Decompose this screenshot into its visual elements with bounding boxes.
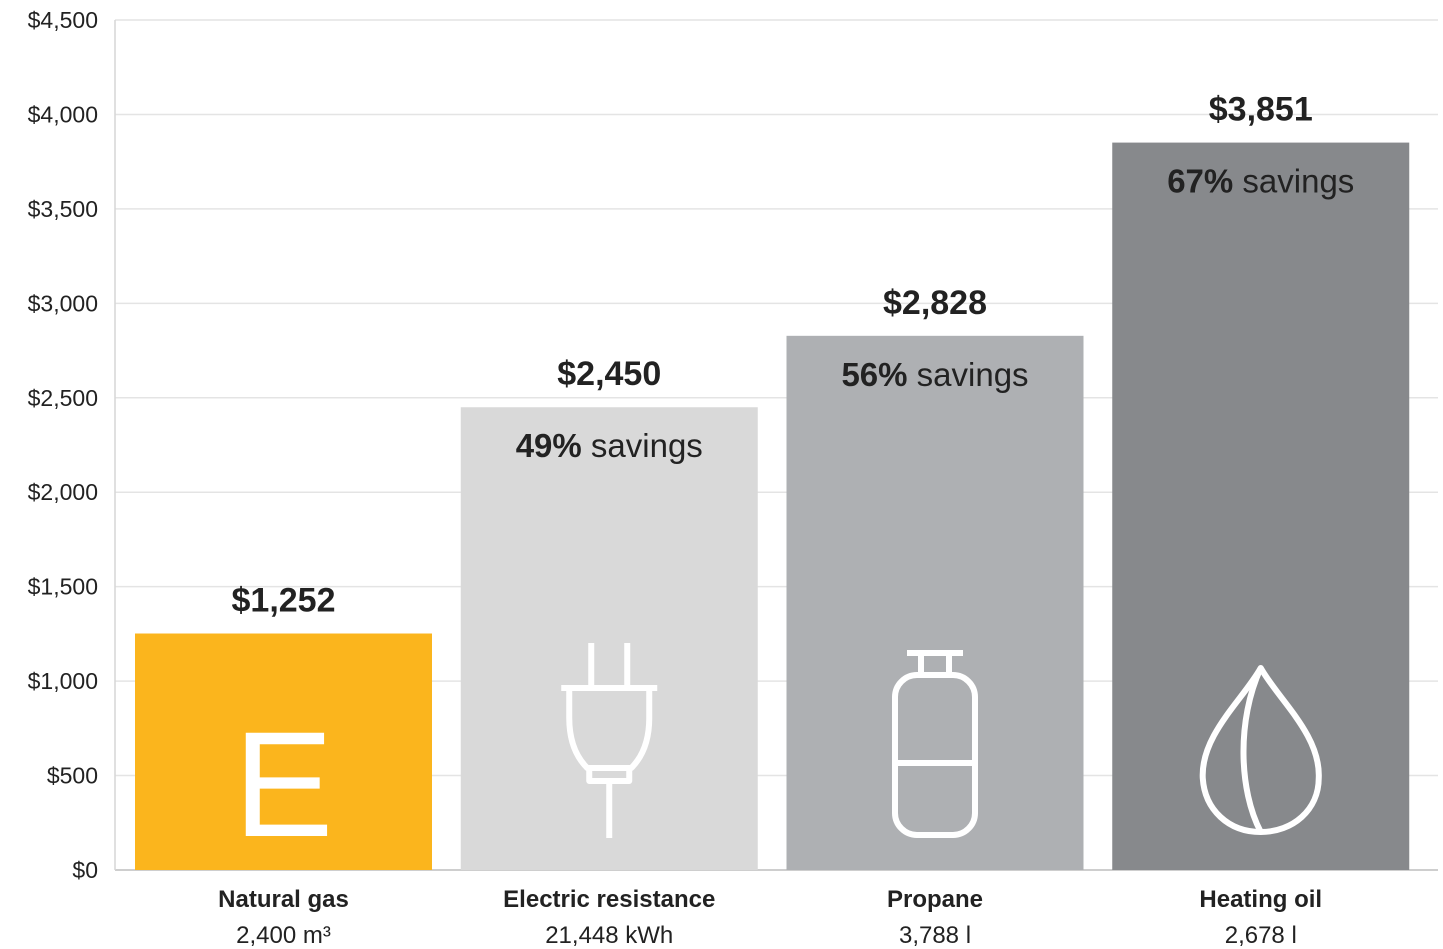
bars: E <box>135 142 1410 871</box>
x-category-label: Propane <box>887 886 983 913</box>
electric-plug-icon <box>561 643 658 838</box>
value-label: $3,851 <box>1209 91 1313 129</box>
y-tick-label: $1,000 <box>28 668 98 694</box>
value-label: $2,450 <box>557 355 661 393</box>
y-tick-label: $4,500 <box>28 7 98 33</box>
x-axis: Natural gas 2,400 m³ Electric resistance 21… <box>218 886 1322 949</box>
oil-drop-icon <box>1199 665 1322 835</box>
savings-word: savings <box>908 356 1029 393</box>
y-tick-label: $3,500 <box>28 196 98 222</box>
value-label: $1,252 <box>232 582 336 620</box>
savings-percent: 56% <box>841 356 907 393</box>
y-tick-label: $2,000 <box>28 479 98 505</box>
bar <box>786 335 1084 870</box>
x-quantity-label: 21,448 kWh <box>545 922 673 949</box>
x-category-label: Natural gas <box>218 886 349 913</box>
bar <box>135 633 432 870</box>
bar-labels: $1,252 $2,450 49% savings $2,828 56% savings… <box>232 91 1355 620</box>
y-axis: $0 $500 $1,000 $1,500 $2,000 $2,500 $3,000 $3,5… <box>28 7 116 883</box>
y-tick-label: $1,500 <box>28 574 98 600</box>
propane-tank-icon <box>892 650 978 838</box>
savings-word: savings <box>582 427 703 464</box>
x-quantity-label: 2,400 m³ <box>236 922 331 949</box>
savings-percent: 49% <box>516 427 582 464</box>
savings-percent: 67% <box>1167 163 1233 200</box>
savings-label: 67% savings <box>1167 163 1354 200</box>
y-tick-label: $3,000 <box>28 290 98 316</box>
savings-label: 49% savings <box>516 427 703 464</box>
x-quantity-label: 3,788 l <box>899 922 971 949</box>
savings-label: 56% savings <box>841 356 1028 393</box>
y-tick-label: $500 <box>47 763 98 789</box>
x-category-label: Heating oil <box>1199 886 1322 913</box>
bar <box>1112 142 1410 871</box>
y-tick-label: $4,000 <box>28 101 98 127</box>
savings-word: savings <box>1233 163 1354 200</box>
x-category-label: Electric resistance <box>503 886 715 913</box>
y-tick-label: $2,500 <box>28 385 98 411</box>
x-quantity-label: 2,678 l <box>1225 922 1297 949</box>
natural-gas-logo-icon: E <box>233 700 333 868</box>
svg-text:E: E <box>233 700 333 868</box>
value-label: $2,828 <box>883 284 987 322</box>
y-tick-label: $0 <box>72 857 98 883</box>
